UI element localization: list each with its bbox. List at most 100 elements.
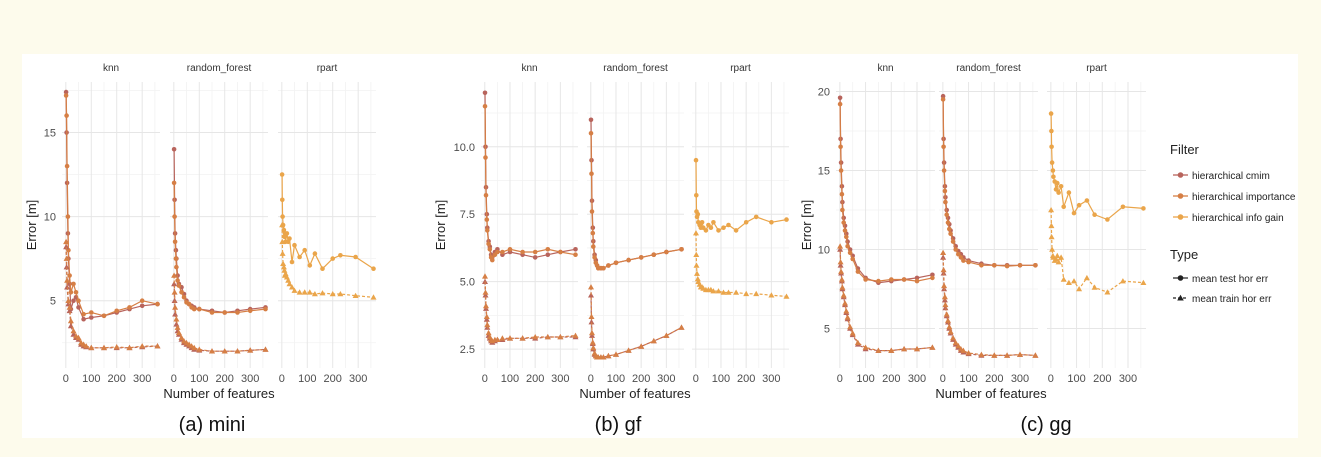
data-point-circle	[1055, 180, 1060, 186]
data-point-triangle	[178, 334, 185, 340]
data-point-triangle	[70, 328, 77, 334]
data-point-circle	[338, 253, 343, 258]
data-point-circle	[876, 278, 881, 284]
data-point-circle	[289, 259, 295, 265]
x-tick-label: 0	[588, 373, 594, 385]
data-point-triangle	[75, 334, 82, 340]
data-point-triangle	[720, 289, 727, 295]
x-tick-label: 100	[82, 373, 100, 385]
data-point-triangle	[694, 276, 701, 282]
data-point-triangle	[171, 297, 178, 303]
panel-knn: knn 0 100 200 300	[836, 63, 936, 385]
data-point-circle	[943, 199, 948, 205]
data-point-circle	[483, 155, 488, 160]
data-point-circle	[840, 207, 845, 213]
x-tick-label: 300	[762, 373, 780, 385]
y-tick-label: 5	[50, 296, 56, 308]
data-point-triangle	[64, 277, 71, 283]
data-point-triangle	[1060, 276, 1067, 282]
data-point-circle	[89, 315, 94, 320]
data-point-triangle	[289, 284, 295, 290]
data-point-circle	[247, 308, 253, 314]
panel-title-random_forest: random_forest	[603, 63, 668, 74]
data-point-triangle	[494, 336, 501, 342]
x-tick-label: 200	[882, 373, 900, 385]
data-point-triangle	[301, 289, 308, 295]
y-tick-label: 7.5	[460, 209, 475, 221]
data-point-triangle	[588, 313, 595, 319]
x-tick-label: 200	[324, 373, 342, 385]
data-point-triangle	[171, 289, 178, 295]
data-point-circle	[1017, 263, 1023, 268]
data-point-circle	[693, 157, 699, 163]
data-point-circle	[209, 310, 215, 315]
data-point-circle	[222, 310, 227, 315]
legend-item-train: mean train hor err	[1173, 294, 1272, 305]
data-point-circle	[482, 90, 488, 96]
data-point-triangle	[847, 323, 854, 330]
data-point-circle	[282, 234, 287, 240]
data-point-triangle	[733, 289, 740, 295]
data-point-triangle	[1048, 222, 1055, 229]
series-line	[281, 174, 374, 270]
data-point-triangle	[589, 329, 595, 336]
data-point-triangle	[296, 289, 303, 295]
data-point-triangle	[942, 305, 949, 311]
data-point-triangle	[955, 342, 962, 349]
x-tick-label: 100	[190, 373, 208, 385]
data-point-circle	[279, 172, 285, 177]
data-point-triangle	[172, 311, 179, 317]
figure-caption: (b) gf	[595, 414, 642, 436]
data-point-circle	[71, 281, 76, 287]
data-point-circle	[302, 247, 308, 253]
data-point-triangle	[875, 347, 882, 353]
x-axis-title: Number of features	[935, 386, 1047, 401]
data-point-circle	[841, 220, 846, 225]
data-point-circle	[73, 290, 79, 295]
data-point-circle	[490, 257, 495, 263]
data-point-circle	[638, 255, 644, 260]
data-point-triangle	[991, 352, 998, 358]
data-point-triangle	[1104, 289, 1111, 295]
x-tick-label: 200	[985, 373, 1003, 385]
data-point-triangle	[843, 308, 850, 314]
series-hierarchical-importance-test	[837, 101, 935, 284]
data-point-triangle	[943, 311, 950, 317]
data-point-triangle	[482, 292, 489, 298]
data-point-triangle	[942, 301, 949, 308]
data-point-circle	[172, 239, 178, 245]
data-point-circle	[606, 263, 611, 268]
data-point-triangle	[319, 290, 326, 296]
data-point-triangle	[743, 290, 750, 297]
data-point-circle	[664, 249, 669, 255]
data-point-triangle	[888, 347, 895, 353]
data-point-triangle	[306, 289, 313, 295]
panel-title-knn: knn	[103, 63, 119, 74]
data-point-circle	[1066, 190, 1072, 195]
data-point-triangle	[710, 288, 717, 294]
x-tick-label: 100	[501, 373, 519, 385]
data-point-triangle	[837, 243, 844, 249]
legend-swatch-point	[1177, 214, 1184, 220]
data-point-triangle	[844, 314, 851, 320]
series-line	[484, 281, 576, 344]
data-point-triangle	[965, 350, 972, 356]
data-point-triangle	[725, 289, 732, 295]
data-point-circle	[679, 247, 684, 252]
series-line	[942, 99, 1036, 267]
x-tick-label: 300	[551, 373, 569, 385]
legend-swatch-point	[1177, 275, 1184, 281]
data-point-circle	[914, 275, 920, 281]
data-point-circle	[1049, 128, 1054, 134]
data-point-circle	[179, 290, 184, 295]
series-line	[484, 276, 576, 342]
data-point-triangle	[1055, 259, 1062, 265]
data-point-circle	[558, 249, 563, 255]
panel-random_forest: random_forest 0 100 200 300	[587, 63, 685, 385]
data-point-circle	[942, 188, 948, 194]
data-point-circle	[1033, 263, 1038, 268]
data-point-circle	[837, 101, 843, 107]
data-point-circle	[889, 277, 894, 282]
